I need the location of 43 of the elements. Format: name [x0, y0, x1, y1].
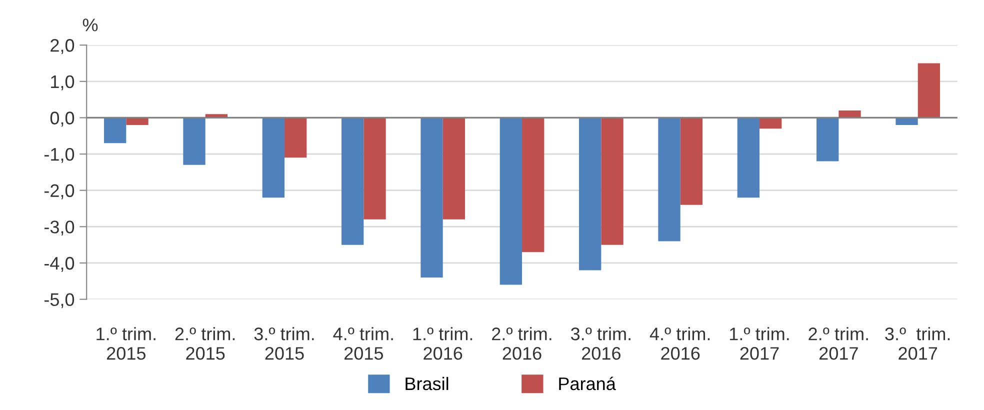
bar: [104, 118, 126, 144]
bar: [658, 118, 680, 242]
bar: [342, 118, 364, 245]
y-tick-label: -4,0: [44, 256, 74, 272]
bar: [737, 118, 760, 198]
x-tick-label: 2.º trim. 2015: [175, 327, 235, 360]
y-tick-label: 0,0: [50, 112, 74, 127]
x-tick-label: 2.º trim. 2016: [492, 327, 552, 360]
bar: [522, 118, 544, 252]
bar: [284, 118, 307, 158]
bar: [838, 110, 861, 118]
legend-label: Brasil: [406, 376, 448, 390]
bar: [760, 118, 782, 129]
y-tick-label: -3,0: [44, 220, 74, 236]
bar: [364, 118, 386, 220]
bar: [126, 118, 148, 125]
x-tick-label: 4.º trim. 2016: [650, 327, 710, 360]
x-tick-label: 1.º trim. 2015: [96, 327, 156, 360]
y-tick-label: 2,0: [50, 39, 74, 54]
legend-label: Paraná: [559, 376, 616, 390]
y-tick-label: -2,0: [44, 184, 74, 200]
bar: [601, 118, 624, 245]
bar: [680, 118, 703, 205]
bar: [183, 118, 206, 165]
x-tick-label: 1.º trim. 2017: [730, 327, 789, 360]
bar: [500, 118, 522, 285]
bar: [579, 118, 602, 270]
x-tick-label: 3.º trim. 2016: [570, 327, 630, 360]
bar: [896, 118, 918, 125]
bar: [918, 63, 940, 118]
y-tick-label: 1,0: [51, 75, 74, 90]
bar: [816, 118, 839, 162]
bar: [420, 118, 443, 278]
x-tick-label: 2.º trim. 2017: [808, 327, 868, 360]
y-tick-label: -5,0: [44, 293, 74, 308]
x-tick-label: 3.º trim. 2015: [254, 327, 314, 360]
y-tick-label: -1,0: [44, 148, 74, 163]
bar: [442, 118, 466, 220]
x-tick-label: 1.º trim. 2016: [413, 327, 472, 360]
x-tick-label: 3.º trim. 2017: [885, 327, 950, 360]
x-tick-label: 4.º trim. 2015: [333, 327, 393, 360]
bar: [262, 118, 285, 198]
y-axis-title: %: [82, 18, 98, 32]
